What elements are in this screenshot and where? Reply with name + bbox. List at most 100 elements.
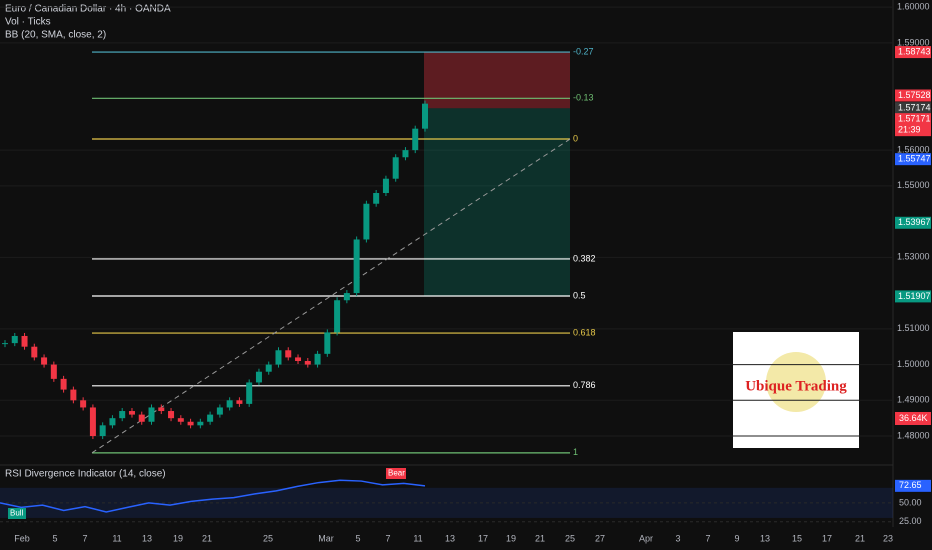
price-badge	[895, 113, 931, 137]
bb-label: BB (20, SMA, close, 2)	[5, 30, 106, 41]
candle	[148, 407, 155, 422]
candle	[177, 418, 184, 422]
volume-badge	[895, 412, 931, 425]
x-tick-label: 7	[705, 533, 710, 543]
y-tick-label: 1.60000	[897, 2, 930, 12]
candle	[353, 239, 360, 294]
volume-label: Vol · Ticks	[5, 17, 51, 28]
candle	[2, 343, 8, 345]
x-tick-label: 17	[478, 533, 488, 543]
x-tick-label: Feb	[14, 533, 30, 543]
candle	[314, 353, 321, 365]
x-tick-label: 7	[385, 533, 390, 543]
candle	[109, 418, 116, 426]
price-badge	[895, 290, 931, 303]
candle	[70, 389, 77, 401]
candle	[392, 157, 399, 179]
price-badge-text: 1.58743	[898, 46, 931, 56]
x-tick-label: 13	[445, 533, 455, 543]
fib-label: 0.5	[573, 290, 586, 300]
stop-zone	[424, 52, 570, 109]
fib-label: 1	[573, 447, 578, 457]
y-tick-label: 1.49000	[897, 395, 930, 405]
rsi-line	[0, 479, 426, 513]
candle	[343, 293, 350, 301]
candle	[197, 421, 204, 426]
y-tick-label: 1.53000	[897, 252, 930, 262]
x-tick-label: 9	[734, 533, 739, 543]
price-badge	[895, 89, 931, 102]
candle	[99, 425, 106, 437]
candle	[207, 414, 214, 422]
price-badge	[895, 102, 931, 115]
x-tick-label: Apr	[639, 533, 653, 543]
candle	[295, 357, 302, 361]
candle	[334, 300, 341, 333]
candle	[89, 407, 96, 437]
rsi-last-badge	[895, 479, 931, 492]
price-badge-text: 1.57174	[898, 103, 931, 113]
price-badge-text: 1.55747	[898, 154, 931, 164]
x-tick-label: 25	[263, 533, 273, 543]
candle	[275, 350, 282, 365]
x-tick-label: 13	[142, 533, 152, 543]
price-badge-text: 1.51907	[898, 291, 931, 301]
candle	[265, 364, 272, 372]
candle	[168, 411, 175, 419]
y-tick-label: 1.48000	[897, 430, 930, 440]
candle	[255, 371, 262, 383]
candle	[373, 193, 380, 204]
bull-tag	[8, 508, 26, 519]
fib-label: -0.27	[573, 46, 594, 56]
y-tick-label: 1.55000	[897, 180, 930, 190]
price-badge	[895, 216, 931, 229]
candle	[80, 400, 87, 408]
bull-label: Bull	[10, 509, 24, 518]
bear-tag	[386, 468, 406, 479]
candle	[60, 378, 67, 390]
candle	[402, 150, 409, 158]
candle	[128, 411, 135, 415]
x-tick-label: 27	[595, 533, 605, 543]
price-badge	[895, 46, 931, 59]
candle	[216, 407, 223, 415]
price-badge	[895, 153, 931, 166]
rsi-last-text: 72.65	[899, 480, 922, 490]
x-tick-label: 3	[675, 533, 680, 543]
rsi-title: RSI Divergence Indicator (14, close)	[5, 469, 166, 480]
x-tick-label: 21	[855, 533, 865, 543]
rsi-tick-label: 25.00	[899, 516, 922, 526]
candle	[236, 400, 243, 404]
candle	[138, 414, 145, 422]
x-tick-label: 7	[82, 533, 87, 543]
target-zone	[424, 108, 570, 297]
x-tick-label: 19	[173, 533, 183, 543]
candle	[285, 350, 292, 358]
y-tick-label: 1.50000	[897, 359, 930, 369]
x-tick-label: 25	[565, 533, 575, 543]
candle	[11, 335, 18, 344]
candle	[363, 203, 370, 240]
x-tick-label: 13	[760, 533, 770, 543]
candle	[246, 382, 253, 404]
price-badge-text: 1.57528	[898, 90, 931, 100]
candle	[422, 103, 428, 129]
x-tick-label: 21	[535, 533, 545, 543]
candle	[119, 411, 126, 419]
fib-label: 0.786	[573, 380, 596, 390]
candle	[50, 364, 57, 379]
rsi-tick-label: 50.00	[899, 497, 922, 507]
candle	[31, 346, 38, 358]
x-tick-label: 15	[792, 533, 802, 543]
x-tick-label: 19	[506, 533, 516, 543]
fib-label: 0.618	[573, 327, 596, 337]
candle	[304, 360, 311, 365]
price-badge-text: 1.53967	[898, 217, 931, 227]
x-tick-label: 5	[52, 533, 57, 543]
bear-label: Bear	[388, 469, 405, 478]
fib-label: -0.13	[573, 93, 594, 103]
x-tick-label: 11	[413, 533, 422, 543]
y-tick-label: 1.59000	[897, 37, 930, 47]
